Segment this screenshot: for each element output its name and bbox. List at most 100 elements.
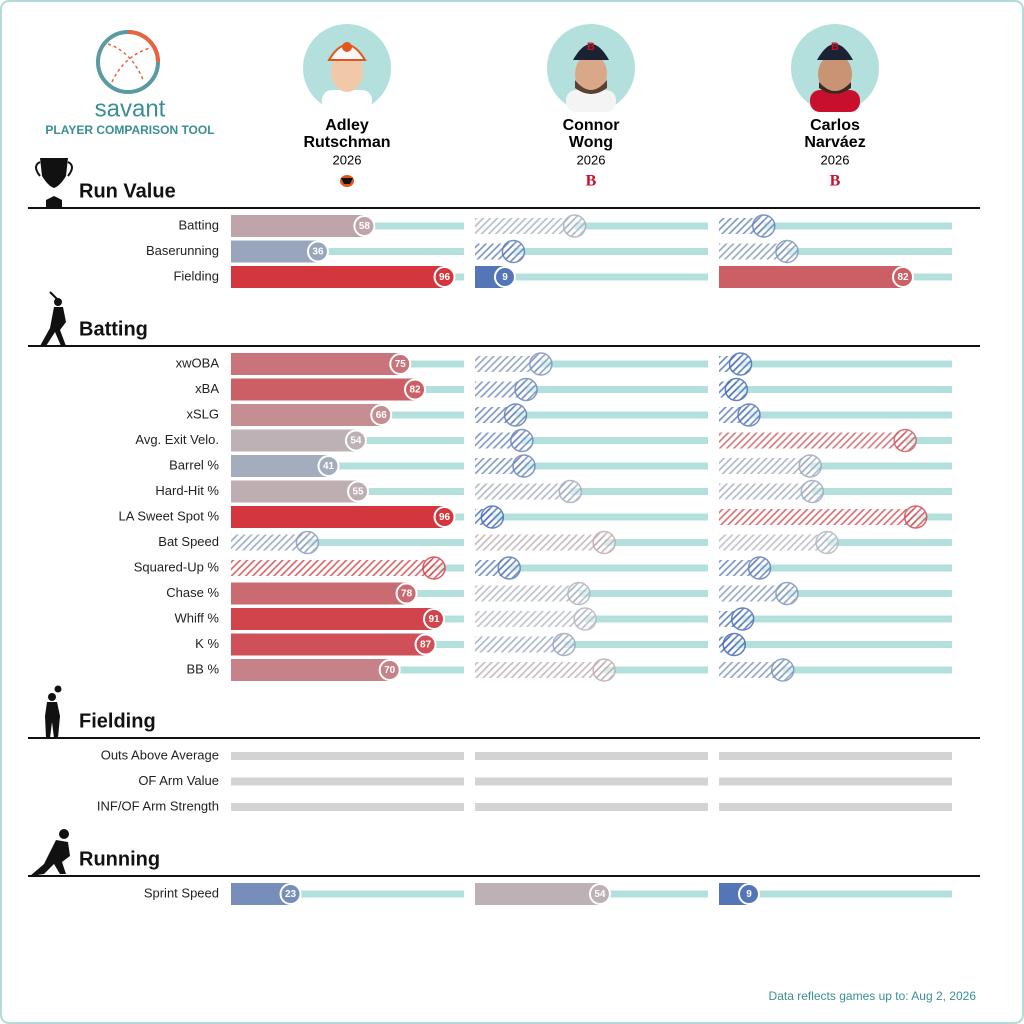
track <box>328 462 464 470</box>
metric-label: Sprint Speed <box>144 885 219 900</box>
team-logo <box>340 175 354 187</box>
track <box>515 411 708 419</box>
percentile-dot-unqualified <box>512 454 536 478</box>
percentile-dot-unqualified <box>722 632 746 657</box>
empty-bar <box>719 752 952 760</box>
percentile-dot-unqualified <box>815 530 839 555</box>
percentile-label: 87 <box>420 640 432 651</box>
percentile-bar-unqualified <box>475 636 565 653</box>
percentile-dot-unqualified <box>552 632 576 657</box>
player-last-name: Wong <box>569 134 613 151</box>
percentile-bar <box>231 455 329 477</box>
percentile-dot <box>389 353 412 375</box>
percentile-dot <box>347 480 370 503</box>
track <box>434 615 464 623</box>
player-first-name: Adley <box>325 117 369 134</box>
track <box>523 462 708 470</box>
percentile-bar <box>231 883 291 905</box>
track <box>521 437 708 444</box>
percentile-dot-unqualified <box>497 556 521 580</box>
empty-bar <box>719 803 952 811</box>
team-logo: B <box>586 173 597 190</box>
empty-bar <box>475 752 708 760</box>
percentile-dot-unqualified <box>529 352 553 376</box>
track <box>599 890 708 898</box>
percentile-label: 36 <box>312 247 324 258</box>
percentile-label: 41 <box>323 461 335 472</box>
percentile-label: 82 <box>409 385 421 396</box>
percentile-label: 9 <box>502 272 508 283</box>
metric-label: BB % <box>186 661 219 676</box>
track <box>748 411 952 419</box>
percentile-dot-unqualified <box>510 428 534 453</box>
track <box>810 462 952 470</box>
metric-label: xBA <box>195 381 219 396</box>
empty-bar <box>475 803 708 811</box>
percentile-bar-unqualified <box>231 534 308 551</box>
avatar <box>303 24 391 112</box>
metric-label: Batting <box>179 217 219 232</box>
player-first-name: Carlos <box>810 117 860 134</box>
percentile-bar <box>475 883 600 905</box>
section-title: Run Value <box>79 180 176 202</box>
track <box>540 360 708 368</box>
percentile-label: 82 <box>897 272 909 283</box>
percentile-dot-unqualified <box>752 214 776 238</box>
section-title: Batting <box>79 318 148 340</box>
track <box>782 666 952 674</box>
metric-label: Hard-Hit % <box>155 483 219 498</box>
player-season: 2026 <box>821 152 850 167</box>
empty-bar <box>231 803 464 811</box>
percentile-bar-unqualified <box>475 534 605 551</box>
trophy-icon <box>35 158 73 208</box>
metric-label: Fielding <box>173 268 219 283</box>
percentile-dot-unqualified <box>592 530 616 555</box>
percentile-dot-unqualified <box>798 454 822 478</box>
percentile-dot <box>353 215 376 237</box>
avatar: B <box>791 24 879 112</box>
track <box>513 248 708 255</box>
metric-label: LA Sweet Spot % <box>119 508 220 523</box>
percentile-label: 55 <box>352 487 364 498</box>
percentile-dot <box>306 240 329 263</box>
logo-subtitle: PLAYER COMPARISON TOOL <box>45 123 214 137</box>
percentile-dot-unqualified <box>730 607 755 631</box>
player-season: 2026 <box>333 152 362 167</box>
percentile-bar-unqualified <box>719 218 764 234</box>
logo-name: savant <box>95 95 166 122</box>
percentile-bar-unqualified <box>719 662 783 678</box>
percentile-dot <box>588 883 611 905</box>
percentile-dot-unqualified <box>737 403 761 427</box>
track <box>504 273 708 281</box>
metric-label: xSLG <box>186 406 219 421</box>
percentile-dot <box>423 608 446 630</box>
track <box>827 539 952 546</box>
percentile-bar-unqualified <box>475 585 579 602</box>
percentile-bar <box>231 240 318 263</box>
track <box>734 641 952 648</box>
percentile-bar <box>231 215 365 237</box>
percentile-bar <box>719 266 904 288</box>
metric-label: Baserunning <box>146 243 219 258</box>
track <box>355 437 464 444</box>
percentile-bar-unqualified <box>231 560 435 576</box>
metric-label: K % <box>195 636 219 651</box>
track <box>604 539 708 546</box>
percentile-bar-unqualified <box>719 509 916 525</box>
percentile-bar <box>231 608 435 630</box>
percentile-bar-unqualified <box>719 534 828 551</box>
percentile-dot-unqualified <box>422 556 446 580</box>
svg-text:B: B <box>587 41 595 53</box>
player-last-name: Rutschman <box>303 134 390 151</box>
track <box>434 564 464 572</box>
track <box>415 386 464 393</box>
percentile-dot-unqualified <box>747 556 772 580</box>
empty-bar <box>231 777 464 786</box>
track <box>526 386 708 393</box>
track <box>492 513 708 521</box>
percentile-dot <box>404 378 427 401</box>
track <box>905 437 952 444</box>
percentile-label: 66 <box>376 410 388 421</box>
